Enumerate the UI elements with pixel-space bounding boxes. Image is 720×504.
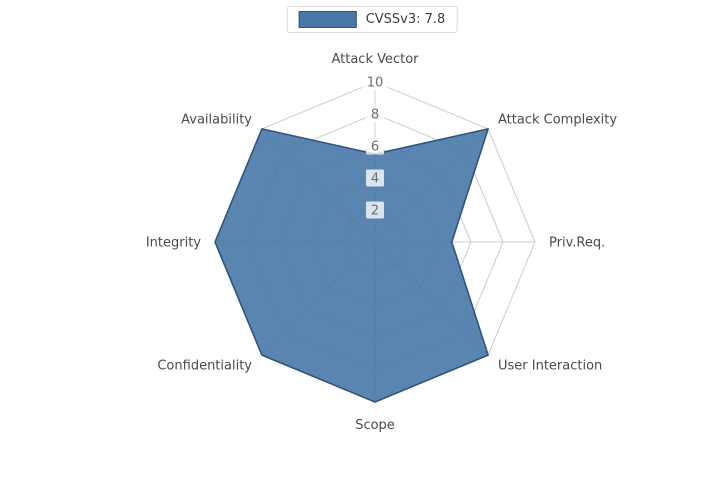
axis-label-integrity: Integrity (146, 236, 201, 251)
radial-tick-box (366, 137, 384, 155)
radial-tick-label: 6 (371, 140, 379, 155)
axis-label-attack-complexity: Attack Complexity (498, 113, 617, 128)
axis-label-scope: Scope (355, 418, 395, 433)
legend: CVSSv3: 7.8 (286, 6, 458, 33)
axis-label-confidentiality: Confidentiality (157, 359, 252, 374)
radial-tick-box (366, 105, 384, 123)
axis-label-attack-vector: Attack Vector (331, 52, 419, 67)
radial-tick-label: 2 (371, 204, 379, 219)
cvss-score-polygon (214, 128, 489, 403)
axis-label-user-interaction: User Interaction (498, 359, 602, 374)
radial-tick-label: 4 (371, 172, 379, 187)
axis-label-priv-req-: Priv.Req. (549, 236, 605, 251)
radial-tick-label: 10 (367, 76, 384, 91)
legend-label: CVSSv3: 7.8 (365, 12, 446, 27)
radial-tick-box (366, 201, 384, 219)
legend-swatch (298, 11, 357, 28)
axis-label-availability: Availability (181, 113, 252, 128)
radial-tick-label: 8 (371, 108, 379, 123)
radial-tick-box (366, 169, 384, 187)
radial-tick-box (362, 73, 388, 91)
